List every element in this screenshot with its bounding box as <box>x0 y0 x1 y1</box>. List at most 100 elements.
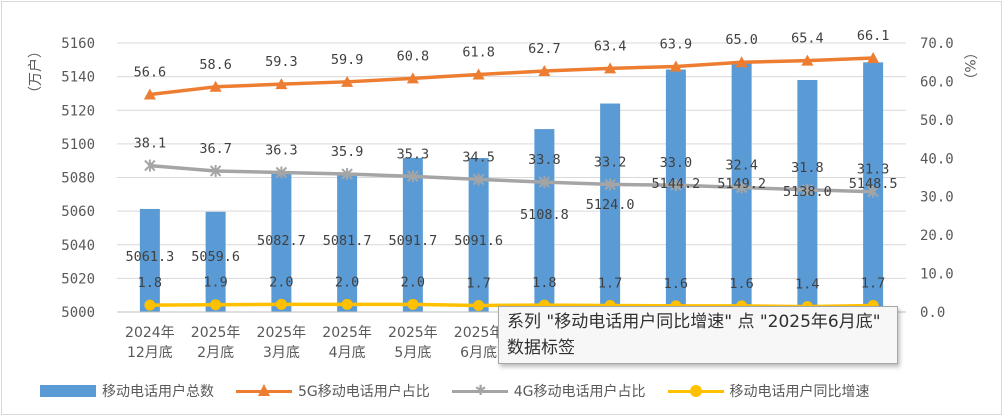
data-label: 1.7 <box>598 275 622 291</box>
data-label: 1.6 <box>729 276 753 292</box>
data-label: 33.2 <box>594 154 627 170</box>
data-label: 66.1 <box>857 28 890 44</box>
x-tick-label: 12月底 <box>127 345 173 361</box>
x-tick-label: 5月底 <box>394 345 431 361</box>
marker-triangle <box>735 56 748 68</box>
data-label: 36.7 <box>199 141 232 157</box>
x-tick-label: 2025年 <box>191 325 241 341</box>
legend-label: 移动电话用户同比增速 <box>729 384 870 400</box>
y-right-tick-label: 60.0 <box>920 74 954 90</box>
bar-data-label: 5138.0 <box>783 184 832 200</box>
marker-triangle <box>538 65 551 77</box>
data-label: 31.8 <box>791 160 824 176</box>
legend-item: 移动电话用户总数 <box>40 381 214 401</box>
data-label: 35.3 <box>397 146 430 162</box>
data-label: 2.0 <box>401 274 425 290</box>
tooltip-text: 系列 "移动电话用户同比增速" 点 "2025年6月底" 数据标签 <box>507 312 881 358</box>
y-left-tick-label: 5000 <box>61 305 95 321</box>
data-label: 63.9 <box>660 36 693 52</box>
data-label: 63.4 <box>594 38 627 54</box>
bar-data-label: 5091.6 <box>454 233 503 249</box>
bar-data-label: 5059.6 <box>191 249 240 265</box>
marker-triangle <box>406 72 419 84</box>
data-label: 59.9 <box>331 52 364 68</box>
bar <box>139 208 160 312</box>
x-tick-label: 4月底 <box>329 345 366 361</box>
data-label: 34.5 <box>462 149 495 165</box>
legend: 移动电话用户总数 5G移动电话用户占比 ✱ 4G移动电话用户占比 移动电话用户同比增速 <box>40 378 980 404</box>
y-left-tick-label: 5140 <box>61 70 95 86</box>
marker-triangle <box>669 60 682 72</box>
marker-triangle <box>472 68 485 80</box>
data-label: 1.7 <box>466 275 490 291</box>
y-left-tick-label: 5040 <box>61 238 95 254</box>
y-right-tick-label: 0.0 <box>920 305 945 321</box>
data-label: 60.8 <box>397 48 430 64</box>
bar-data-label: 5061.3 <box>125 249 174 265</box>
legend-item: ✱ 4G移动电话用户占比 <box>451 381 646 401</box>
x-tick-label: 2025年 <box>257 325 307 341</box>
y-right-axis-label: （%） <box>961 45 977 86</box>
legend-symbol: ✱ <box>451 384 508 398</box>
y-left-tick-label: 5100 <box>61 137 95 153</box>
bar <box>337 174 358 312</box>
data-label: 56.6 <box>134 64 167 80</box>
marker-triangle <box>341 75 354 87</box>
data-label: 2.0 <box>269 274 293 290</box>
bar <box>271 172 292 312</box>
marker-triangle <box>143 88 156 100</box>
y-left-tick-label: 5020 <box>61 271 95 287</box>
x-tick-label: 2025年 <box>322 325 372 341</box>
y-right-tick-label: 70.0 <box>920 36 954 52</box>
x-tick-label: 2024年 <box>125 325 175 341</box>
x-tick-label: 2025年 <box>454 325 504 341</box>
data-label: 1.8 <box>532 275 556 291</box>
data-label: 31.3 <box>857 162 890 178</box>
y-left-tick-label: 5080 <box>61 171 95 187</box>
legend-symbol <box>236 384 292 398</box>
data-label: 65.4 <box>791 31 824 47</box>
data-label: 35.9 <box>331 144 364 160</box>
bar <box>797 79 818 312</box>
marker-triangle <box>275 78 288 90</box>
data-label: 36.3 <box>265 143 298 159</box>
marker-circle <box>341 298 353 310</box>
bar-data-label: 5082.7 <box>257 233 306 249</box>
bar <box>534 129 555 312</box>
x-tick-label: 3月底 <box>263 345 300 361</box>
data-label: 32.4 <box>725 157 758 173</box>
marker-circle <box>473 299 485 311</box>
marker-circle <box>210 299 222 311</box>
marker-circle <box>275 298 287 310</box>
x-tick-label: 6月底 <box>460 345 497 361</box>
bar <box>205 211 226 312</box>
legend-label: 4G移动电话用户占比 <box>513 384 646 400</box>
series-line <box>149 302 874 309</box>
data-label: 59.3 <box>265 54 298 70</box>
legend-label: 5G移动电话用户占比 <box>298 384 430 400</box>
data-label: 58.6 <box>199 57 232 73</box>
x-tick-label: 2月底 <box>197 345 234 361</box>
data-label: 65.0 <box>725 32 758 48</box>
bar <box>402 157 423 312</box>
y-left-tick-label: 5120 <box>61 103 95 119</box>
bar-data-label: 5144.2 <box>651 176 700 192</box>
x-tick-label: 2025年 <box>388 325 438 341</box>
data-label-tooltip: 系列 "移动电话用户同比增速" 点 "2025年6月底" 数据标签 <box>498 306 898 364</box>
bar-data-label: 5108.8 <box>520 207 569 223</box>
data-label: 2.0 <box>335 274 359 290</box>
marker-triangle <box>801 54 814 66</box>
data-label: 1.6 <box>664 276 688 292</box>
marker-circle <box>144 299 156 311</box>
data-label: 33.0 <box>660 155 693 171</box>
legend-label: 移动电话用户总数 <box>102 384 214 400</box>
y-right-tick-label: 40.0 <box>920 151 954 167</box>
series-line <box>149 163 874 194</box>
marker-triangle <box>604 62 617 74</box>
data-label: 33.8 <box>528 152 561 168</box>
legend-item: 5G移动电话用户占比 <box>236 381 430 401</box>
y-right-tick-label: 30.0 <box>920 190 954 206</box>
y-left-tick-label: 5060 <box>61 204 95 220</box>
bar-data-label: 5091.7 <box>388 233 437 249</box>
